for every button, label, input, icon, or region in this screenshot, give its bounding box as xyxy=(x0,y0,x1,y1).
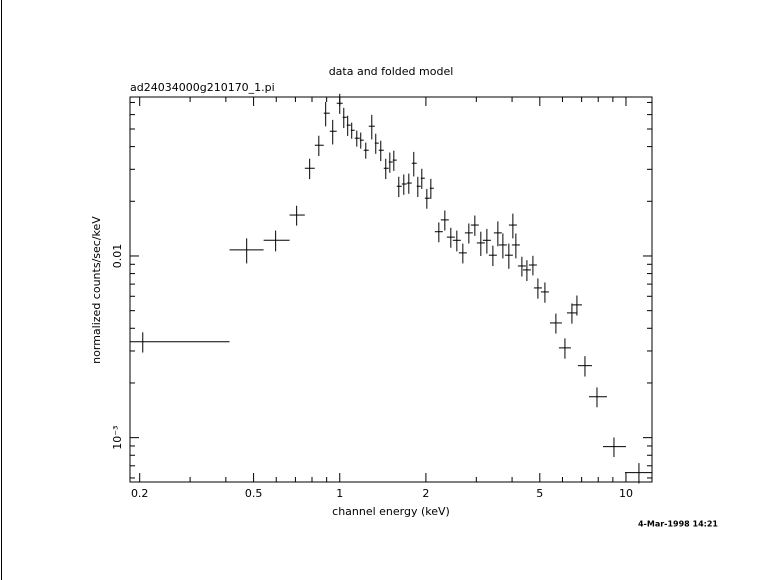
x-tick-label: 10 xyxy=(619,487,633,500)
chart-title: data and folded model xyxy=(329,65,454,78)
chart-subtitle: ad24034000g210170_1.pi xyxy=(130,81,275,94)
y-tick-label: 10⁻³ xyxy=(111,426,124,450)
timestamp: 4-Mar-1998 14:21 xyxy=(638,520,718,529)
plot-frame xyxy=(129,96,653,483)
y-axis-label: normalized counts/sec/keV xyxy=(90,216,103,364)
x-tick-label: 0.5 xyxy=(245,487,263,500)
x-tick-label: 2 xyxy=(422,487,429,500)
x-axis-label: channel energy (keV) xyxy=(332,505,450,518)
x-tick-label: 1 xyxy=(336,487,343,500)
y-tick-label: 0.01 xyxy=(111,244,124,269)
x-tick-label: 5 xyxy=(536,487,543,500)
x-tick-label: 0.2 xyxy=(131,487,149,500)
